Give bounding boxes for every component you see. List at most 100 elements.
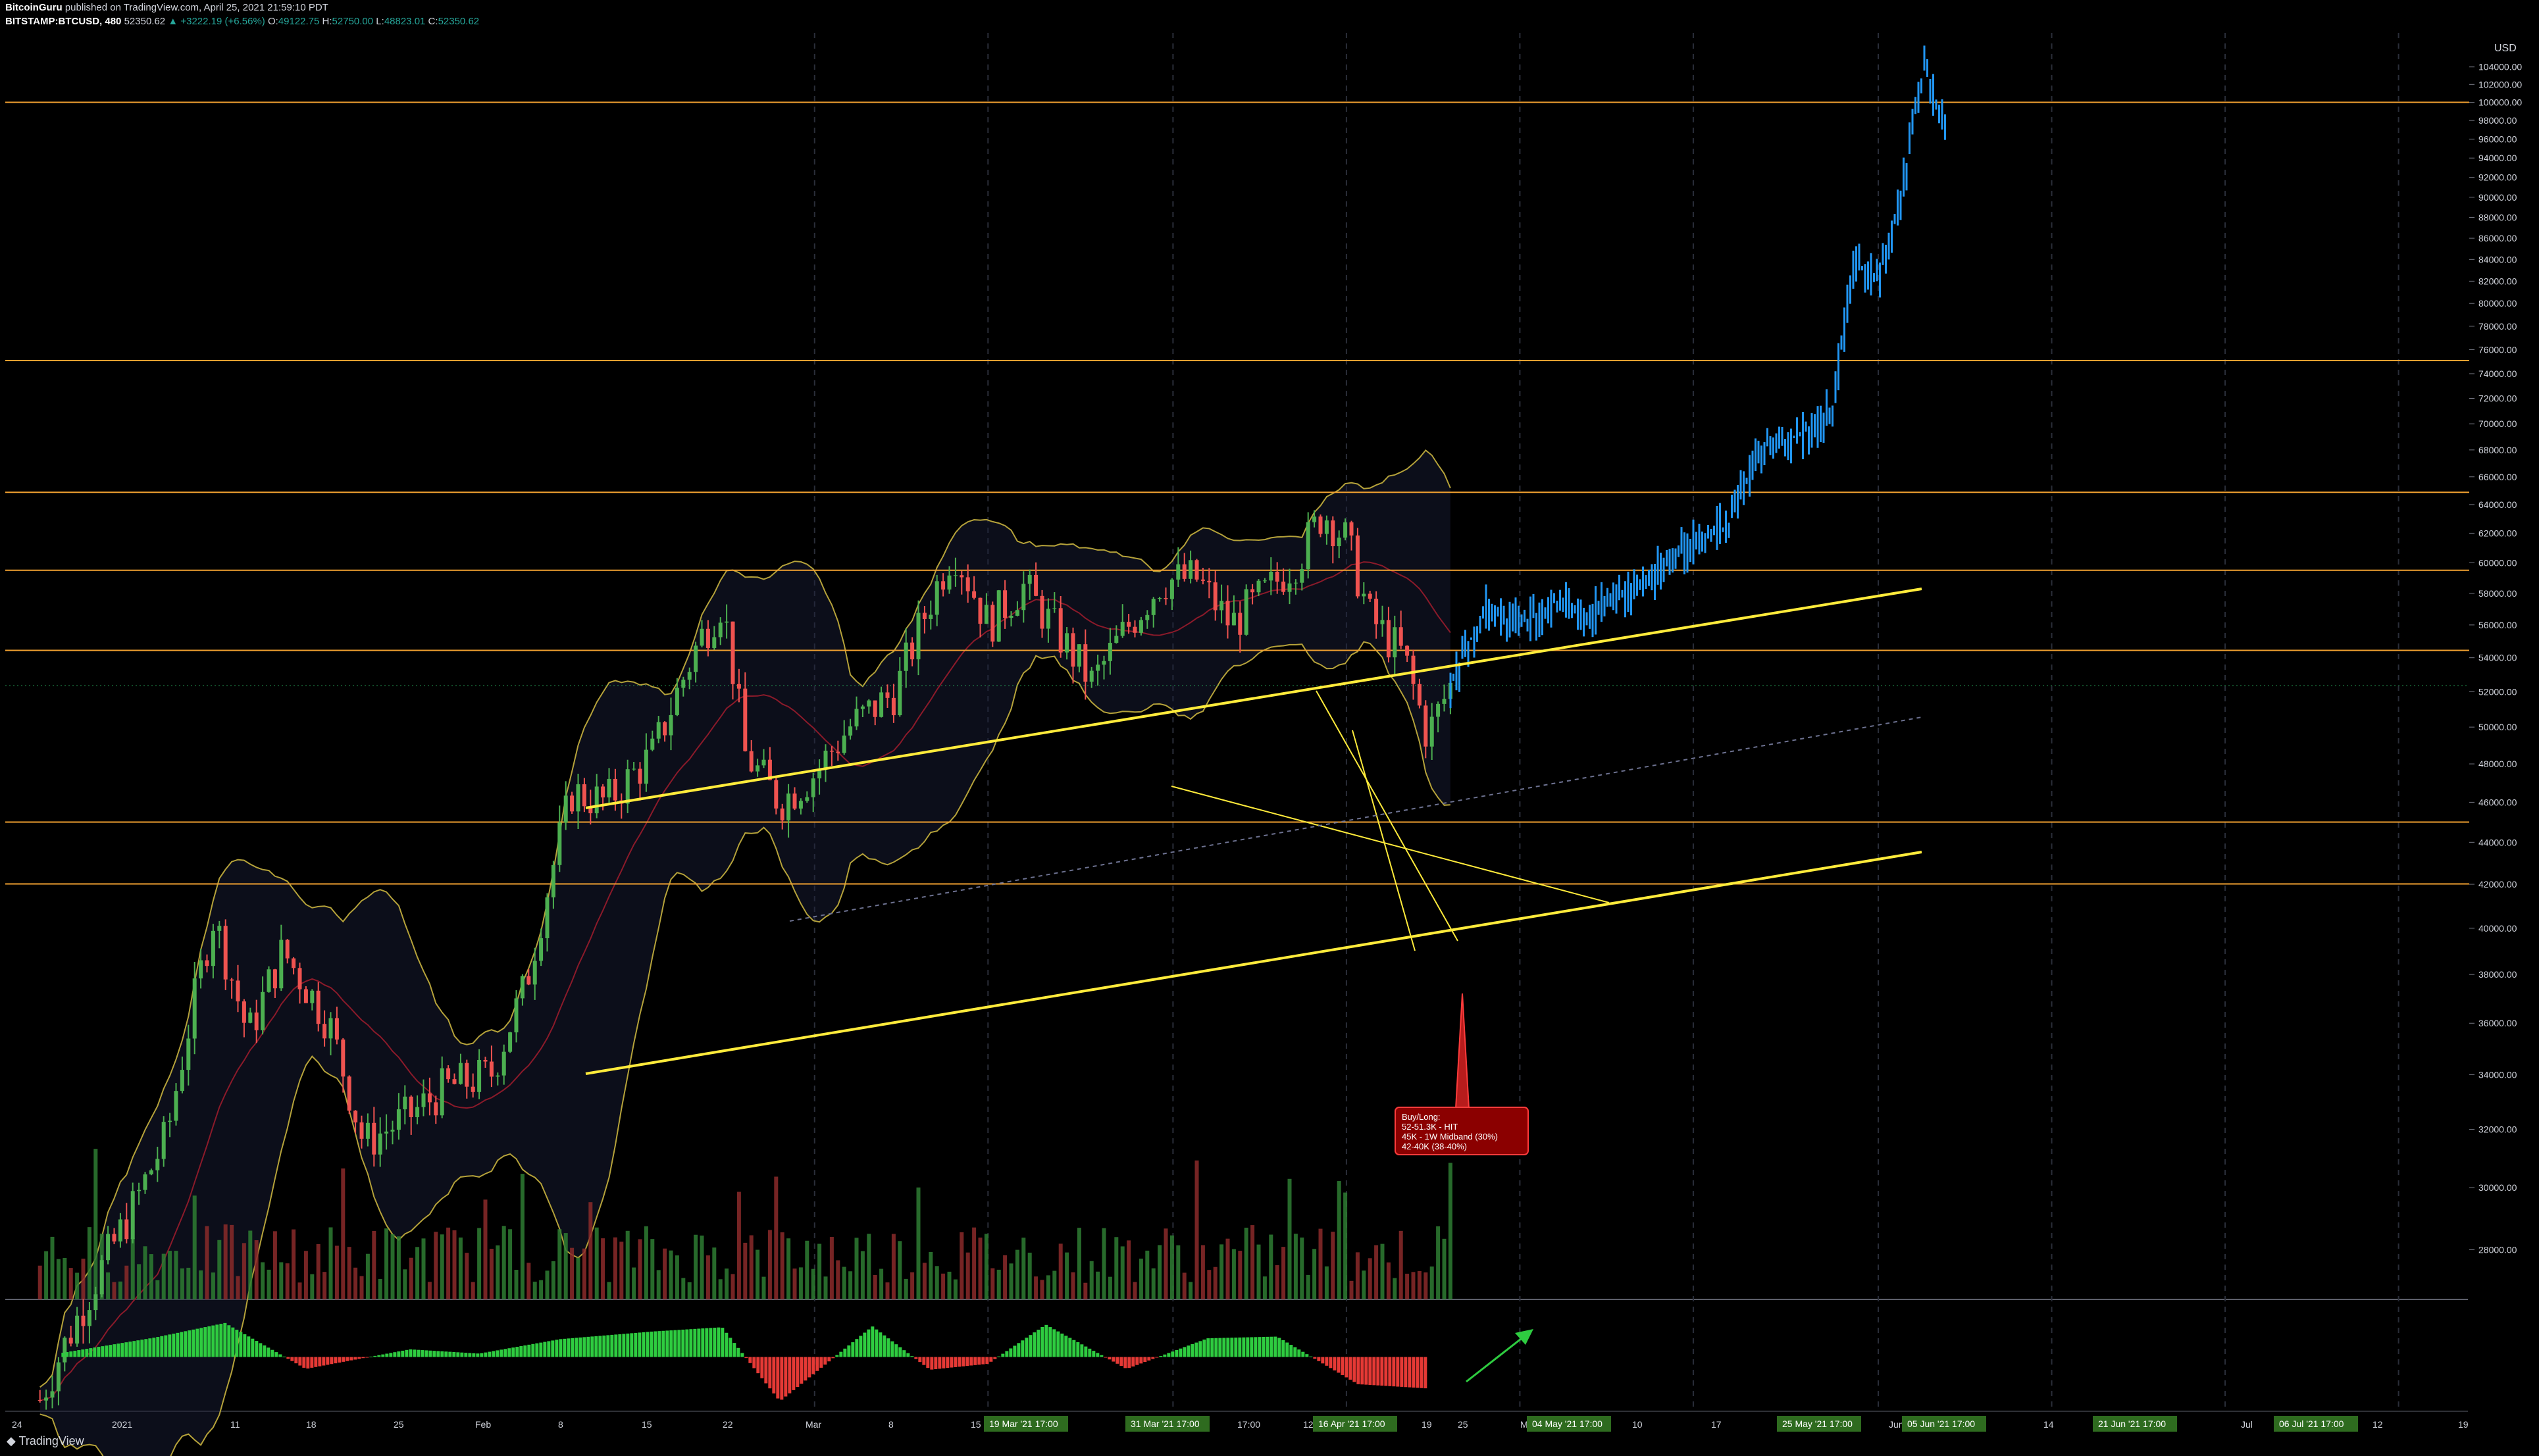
candle-body [873,700,877,717]
published-text: published on TradingView.com, April 25, … [64,2,328,13]
volume-bar [960,1232,964,1299]
volume-bar [211,1272,215,1299]
candle-body [1343,522,1348,538]
oscillator-bar [353,1357,357,1360]
candle-body [1331,520,1335,547]
candle-body [972,591,977,598]
tradingview-logo[interactable]: ◆ TradingView [7,1434,84,1448]
candle-body [1337,538,1341,547]
oscillator-bar [1266,1336,1270,1357]
volume-bar [1362,1270,1366,1299]
oscillator-bar [428,1350,432,1357]
volume-bar [879,1268,884,1299]
oscillator-bar [1348,1357,1352,1380]
oscillator-bar [365,1357,369,1358]
price-axis: 104000.00 102000.00 100000.00 98000.00 96000… [2469,26,2539,1415]
price-tick-label: 68000.00 [2478,445,2517,455]
change-value: ▲ +3222.19 (+6.56%) [168,16,265,27]
oscillator-bar [132,1341,136,1357]
oscillator-bar [946,1357,950,1368]
oscillator-bar [168,1334,172,1357]
volume-bar [328,1227,333,1299]
volume-bar [303,1251,308,1299]
candle-body [334,1018,339,1040]
volume-bar [496,1245,500,1299]
oscillator-bar [1088,1348,1092,1357]
price-tick-label: 82000.00 [2478,276,2517,286]
candle-body [421,1093,426,1107]
volume-bar [452,1230,457,1299]
volume-bar [1189,1282,1193,1299]
oscillator-bar [302,1357,306,1368]
volume-bar [1213,1267,1218,1299]
candle-body [322,1024,327,1039]
volume-bar [1040,1280,1044,1299]
author-name[interactable]: BitcoinGuru [5,2,63,13]
volume-bar [823,1276,828,1299]
price-tick-label: 76000.00 [2478,344,2517,355]
candle-body [341,1040,346,1077]
volume-bar [341,1168,346,1299]
oscillator-bar [1179,1348,1183,1357]
candle-body [199,960,203,979]
candle-body [1405,645,1410,656]
candle-body [211,930,215,966]
oscillator-bar [1159,1356,1163,1357]
candle-body [780,808,784,821]
oscillator-bar [1396,1357,1400,1387]
volume-bar [601,1238,605,1299]
volume-bar [316,1243,321,1299]
time-tick-label: 12 [2372,1419,2383,1430]
candle-body [638,768,642,784]
oscillator-bar [243,1334,247,1357]
candle-body [56,1362,61,1392]
candle-body [1108,643,1112,661]
price-tick-label: 32000.00 [2478,1124,2517,1135]
volume-bar [941,1273,946,1299]
time-tick-label: 12 [1303,1419,1314,1430]
oscillator-bar [1270,1336,1273,1357]
oscillator-bar [784,1357,788,1397]
volume-bar [935,1266,939,1299]
oscillator-bar [85,1349,89,1357]
oscillator-bar [314,1357,318,1367]
oscillator-bar [748,1357,752,1363]
volume-bar [477,1228,482,1299]
candle-body [650,738,655,750]
oscillator-bar [598,1336,602,1357]
candle-body [613,778,617,801]
oscillator-bar [1163,1354,1167,1357]
oscillator-bar [669,1330,673,1357]
candle-body [143,1174,147,1190]
volume-bar [279,1262,284,1299]
tradingview-icon: ◆ [7,1434,16,1447]
oscillator-bar [1301,1351,1305,1357]
oscillator-bar [914,1357,918,1359]
candle-body [254,1012,259,1030]
oscillator-bar [488,1351,492,1357]
volume-bar [1423,1272,1428,1299]
oscillator-bar [811,1357,815,1374]
volume-bar [186,1267,191,1299]
time-tick-label: 24 [12,1419,22,1430]
candle-body [1362,593,1366,597]
candle-body [93,1294,98,1311]
oscillator-bar [496,1350,500,1357]
candle-body [81,1315,86,1326]
candle-body [1393,627,1397,658]
candle-body [1368,593,1372,599]
volume-bar [619,1242,624,1299]
oscillator-bar [1206,1338,1210,1357]
candle-body [1200,579,1205,581]
time-tick-label: Feb [475,1419,491,1430]
volume-bar [805,1240,809,1299]
volume-bar [68,1268,73,1299]
symbol-label[interactable]: BITSTAMP:BTCUSD, 480 [5,16,122,27]
candle-body [1189,560,1193,579]
candle-body [496,1075,500,1077]
candle-body [1083,644,1088,682]
price-tick-label: 28000.00 [2478,1245,2517,1255]
oscillator-bar [294,1357,298,1364]
oscillator-bar [1076,1342,1080,1357]
